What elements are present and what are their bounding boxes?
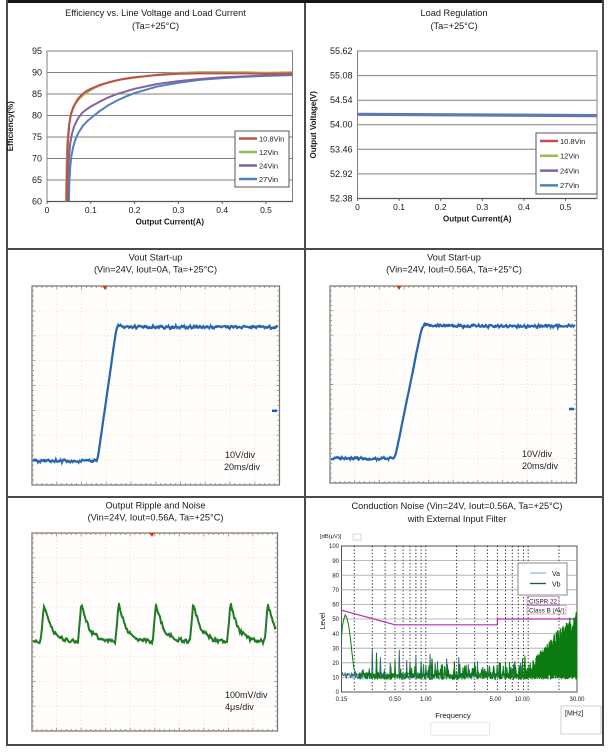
svg-text:0.2: 0.2 xyxy=(129,205,141,215)
svg-text:0.5: 0.5 xyxy=(260,205,272,215)
svg-text:24Vin: 24Vin xyxy=(259,161,278,170)
svg-text:(Vin=24V, Iout=0.56A, Ta=+25°C: (Vin=24V, Iout=0.56A, Ta=+25°C) xyxy=(386,265,522,275)
svg-text:Efficiency vs. Line Voltage an: Efficiency vs. Line Voltage and Load Cur… xyxy=(65,8,246,18)
svg-text:54.00: 54.00 xyxy=(330,120,353,130)
svg-text:85: 85 xyxy=(32,89,42,99)
svg-text:with External Input Filter: with External Input Filter xyxy=(407,514,507,524)
svg-text:0.2: 0.2 xyxy=(435,202,447,212)
svg-text:1.00: 1.00 xyxy=(420,697,432,703)
svg-text:70: 70 xyxy=(332,588,339,594)
svg-text:Conduction Noise (Vin=24V, Iou: Conduction Noise (Vin=24V, Iout=0.56A, T… xyxy=(352,501,563,511)
svg-text:0.1: 0.1 xyxy=(85,205,97,215)
svg-text:0: 0 xyxy=(336,690,340,696)
svg-text:95: 95 xyxy=(32,46,42,56)
svg-text:(Ta=+25°C): (Ta=+25°C) xyxy=(430,21,477,31)
svg-text:Output Current(A): Output Current(A) xyxy=(443,215,512,224)
svg-text:54.54: 54.54 xyxy=(330,95,353,105)
svg-text:75: 75 xyxy=(32,132,42,142)
svg-text:Load Regulation: Load Regulation xyxy=(421,8,488,18)
svg-text:20ms/div: 20ms/div xyxy=(522,461,559,471)
svg-text:100mV/div: 100mV/div xyxy=(225,690,268,700)
svg-text:60: 60 xyxy=(32,197,42,207)
svg-text:40: 40 xyxy=(332,632,339,638)
svg-text:(Vin=24V, Iout=0A, Ta=+25°C): (Vin=24V, Iout=0A, Ta=+25°C) xyxy=(94,265,217,275)
svg-text:55.62: 55.62 xyxy=(330,46,353,56)
svg-text:100: 100 xyxy=(329,544,340,550)
svg-text:10.00: 10.00 xyxy=(515,697,531,703)
svg-text:20ms/div: 20ms/div xyxy=(224,462,261,472)
svg-text:[dB(μV)]: [dB(μV)] xyxy=(320,534,342,540)
svg-text:70: 70 xyxy=(32,154,42,164)
svg-text:90: 90 xyxy=(332,559,339,565)
svg-text:30: 30 xyxy=(332,646,339,652)
svg-text:Output Current(A): Output Current(A) xyxy=(136,218,205,227)
svg-text:5.00: 5.00 xyxy=(490,697,502,703)
svg-text:90: 90 xyxy=(32,68,42,78)
svg-text:0.5: 0.5 xyxy=(560,202,572,212)
svg-text:0.50: 0.50 xyxy=(389,697,401,703)
svg-text:80: 80 xyxy=(332,573,339,579)
svg-text:Vout Start-up: Vout Start-up xyxy=(427,253,481,263)
svg-text:52.92: 52.92 xyxy=(330,169,353,179)
svg-text:Vout Start-up: Vout Start-up xyxy=(129,253,183,263)
svg-text:0.3: 0.3 xyxy=(476,202,488,212)
svg-text:4μs/div: 4μs/div xyxy=(225,702,254,712)
svg-text:0.4: 0.4 xyxy=(518,202,530,212)
svg-text:50: 50 xyxy=(332,617,339,623)
svg-text:10.8Vin: 10.8Vin xyxy=(560,137,585,146)
svg-text:CISPR 22: CISPR 22 xyxy=(529,598,557,605)
svg-text:0.1: 0.1 xyxy=(393,202,405,212)
svg-text:0.15: 0.15 xyxy=(336,697,348,703)
svg-text:60: 60 xyxy=(332,603,339,609)
svg-text:20: 20 xyxy=(332,661,339,667)
svg-text:55.08: 55.08 xyxy=(330,71,353,81)
svg-text:Class B (AV): Class B (AV) xyxy=(529,607,565,614)
svg-text:80: 80 xyxy=(32,111,42,121)
svg-text:0.3: 0.3 xyxy=(172,205,184,215)
svg-text:24Vin: 24Vin xyxy=(560,166,579,175)
svg-text:53.46: 53.46 xyxy=(330,144,353,154)
svg-text:Va: Va xyxy=(552,571,560,578)
svg-text:10.8Vin: 10.8Vin xyxy=(259,134,284,143)
svg-text:(Vin=24V, Iout=0.56A, Ta=+25°C: (Vin=24V, Iout=0.56A, Ta=+25°C) xyxy=(88,513,224,523)
svg-text:12Vin: 12Vin xyxy=(259,148,278,157)
svg-text:27Vin: 27Vin xyxy=(560,181,579,190)
svg-text:52.38: 52.38 xyxy=(330,194,353,204)
svg-text:30.00: 30.00 xyxy=(569,697,585,703)
svg-text:12Vin: 12Vin xyxy=(560,152,579,161)
svg-text:27Vin: 27Vin xyxy=(259,175,278,184)
svg-text:0.4: 0.4 xyxy=(216,205,228,215)
svg-text:Vb: Vb xyxy=(552,582,561,589)
svg-text:Level: Level xyxy=(320,612,327,629)
svg-text:65: 65 xyxy=(32,175,42,185)
svg-text:Output Voltage(V): Output Voltage(V) xyxy=(309,91,318,159)
svg-text:10V/div: 10V/div xyxy=(225,450,256,460)
svg-text:10: 10 xyxy=(332,676,339,682)
svg-text:0: 0 xyxy=(45,205,50,215)
svg-text:Output Ripple and Noise: Output Ripple and Noise xyxy=(105,501,205,511)
svg-text:0: 0 xyxy=(355,202,360,212)
svg-text:Frequency: Frequency xyxy=(435,711,471,720)
svg-text:[MHz]: [MHz] xyxy=(565,711,583,718)
svg-text:Efficiency(%): Efficiency(%) xyxy=(7,101,15,152)
svg-text:(Ta=+25°C): (Ta=+25°C) xyxy=(132,21,179,31)
svg-text:10V/div: 10V/div xyxy=(522,449,553,459)
